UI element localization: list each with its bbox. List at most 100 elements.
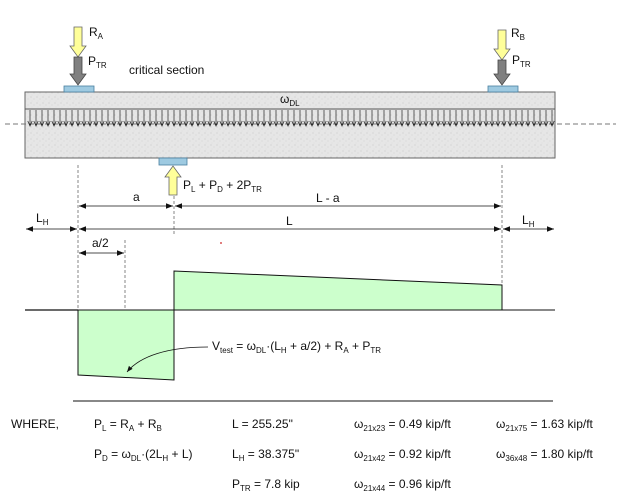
dl-arrow-icon — [51, 110, 57, 127]
dl-arrow-icon — [237, 110, 243, 127]
dl-arrow-icon — [273, 110, 279, 127]
where-heading: WHERE, — [11, 417, 59, 431]
dl-arrow-icon — [219, 110, 225, 127]
dl-arrow-icon — [177, 110, 183, 127]
ra-label: RA — [89, 25, 104, 41]
dl-arrow-icon — [465, 110, 471, 127]
dl-arrow-icon — [339, 110, 345, 127]
dl-arrow-icon — [333, 110, 339, 127]
dl-arrow-icon — [507, 110, 513, 127]
right-bearing-plate — [487, 85, 519, 93]
small-mark — [220, 242, 222, 244]
dl-arrow-icon — [81, 110, 87, 127]
vtest-leader — [126, 346, 209, 373]
dl-arrow-icon — [147, 110, 153, 127]
lh-value: LH = 38.375" — [232, 447, 299, 463]
dl-arrow-icon — [429, 110, 435, 127]
dl-arrow-icon — [297, 110, 303, 127]
shear-negative-region — [77, 309, 175, 381]
shear-positive-region — [173, 270, 503, 311]
critical-section-label: critical section — [129, 63, 204, 77]
dl-arrow-icon — [453, 110, 459, 127]
dl-arrow-icon — [513, 110, 519, 127]
dl-arrow-icon — [351, 110, 357, 127]
dl-arrow-icon — [357, 110, 363, 127]
dl-arrow-icon — [153, 110, 159, 127]
wdl-label: ωDL — [280, 92, 300, 108]
dl-arrow-icon — [87, 110, 93, 127]
w21x75-value: ω21x75 = 1.63 kip/ft — [496, 417, 594, 433]
dl-arrow-icon — [381, 110, 387, 127]
vtest-equation: Vtest = ωDL·(LH + a/2) + RA + PTR — [212, 339, 381, 355]
w36x48-value: ω36x48 = 1.80 kip/ft — [496, 447, 594, 463]
dl-arrow-icon — [243, 110, 249, 127]
dl-arrow-icon — [63, 110, 69, 127]
dl-arrow-icon — [111, 110, 117, 127]
dimension-lh-right-label: LH — [522, 213, 535, 229]
ptr-value: PTR = 7.8 kip — [232, 477, 300, 493]
dl-arrow-icon — [327, 110, 333, 127]
dl-arrow-icon — [477, 110, 483, 127]
dl-arrow-icon — [417, 110, 423, 127]
dl-arrow-icon — [207, 110, 213, 127]
center-bearing-plate — [158, 157, 188, 166]
dl-arrow-icon — [57, 110, 63, 127]
dl-arrow-icon — [489, 110, 495, 127]
dl-arrow-icon — [303, 110, 309, 127]
rb-arrow-icon — [493, 29, 511, 61]
dl-arrow-icon — [375, 110, 381, 127]
dl-arrow-icon — [45, 110, 51, 127]
dl-arrow-icon — [279, 110, 285, 127]
pl-definition: PL = RA + RB — [94, 417, 162, 433]
dl-arrow-icon — [525, 110, 531, 127]
dl-arrow-icon — [141, 110, 147, 127]
dimension-lh-left-label: LH — [36, 211, 49, 227]
dl-arrow-icon — [321, 110, 327, 127]
dl-arrow-icon — [495, 110, 501, 127]
dl-arrow-icon — [309, 110, 315, 127]
ptr-right-arrow-icon — [493, 59, 511, 86]
dl-arrow-icon — [213, 110, 219, 127]
w21x44-value: ω21x44 = 0.96 kip/ft — [354, 477, 452, 493]
ptr-right-label: PTR — [512, 53, 531, 69]
pd-definition: PD = ωDL·(2LH + L) — [94, 447, 193, 463]
dl-arrow-icon — [261, 110, 267, 127]
dl-arrow-icon — [405, 110, 411, 127]
dl-arrow-icon — [195, 110, 201, 127]
dl-arrow-icon — [249, 110, 255, 127]
dl-arrow-icon — [519, 110, 525, 127]
dl-arrow-icon — [75, 110, 81, 127]
applied-load-label: PL + PD + 2PTR — [183, 178, 262, 194]
dl-arrow-icon — [423, 110, 429, 127]
dl-arrow-icon — [105, 110, 111, 127]
dl-arrow-icon — [129, 110, 135, 127]
dl-arrow-icon — [369, 110, 375, 127]
dl-arrow-icon — [99, 110, 105, 127]
dl-arrow-icon — [117, 110, 123, 127]
dl-arrow-icon — [549, 110, 555, 127]
dl-arrow-icon — [435, 110, 441, 127]
dl-arrow-icon — [363, 110, 369, 127]
dl-arrow-icon — [291, 110, 297, 127]
ptr-left-label: PTR — [88, 54, 107, 70]
left-bearing-plate — [63, 85, 95, 93]
dl-arrow-icon — [225, 110, 231, 127]
dl-arrow-icon — [39, 110, 45, 127]
dimension-l-minus-a-label: L - a — [316, 191, 340, 205]
dl-arrow-icon — [441, 110, 447, 127]
dl-arrow-icon — [33, 110, 39, 127]
dl-arrow-icon — [537, 110, 543, 127]
dl-arrow-icon — [501, 110, 507, 127]
dl-arrow-icon — [393, 110, 399, 127]
dl-arrow-icon — [471, 110, 477, 127]
dl-arrow-icon — [201, 110, 207, 127]
dl-arrow-icon — [315, 110, 321, 127]
dl-arrow-icon — [399, 110, 405, 127]
ptr-left-arrow-icon — [69, 56, 87, 86]
dimension-a-half-label: a/2 — [92, 236, 109, 250]
distributed-load-arrows — [27, 110, 555, 127]
dl-arrow-icon — [165, 110, 171, 127]
dl-arrow-icon — [447, 110, 453, 127]
